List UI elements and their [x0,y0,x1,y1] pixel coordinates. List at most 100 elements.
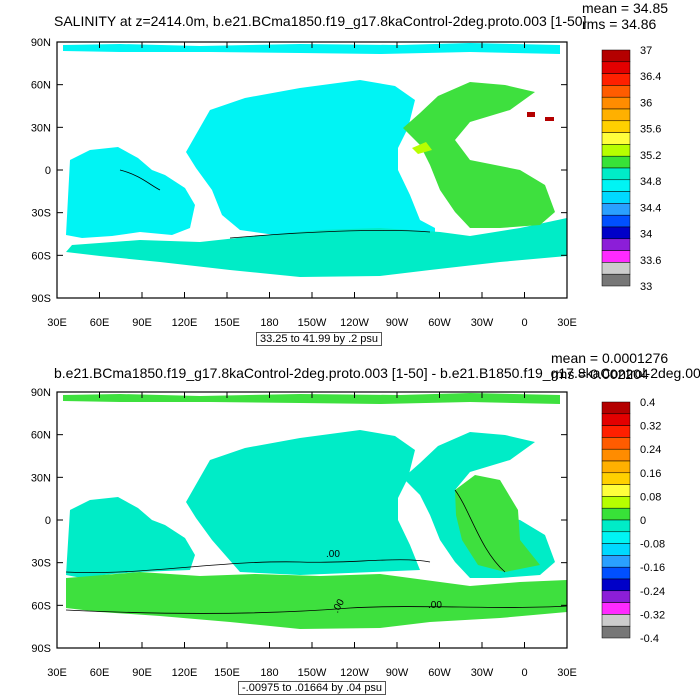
panel-2-axes: 90N 60N 30N 0 30S 60S 90S 30E 60E 90E 120E 150E 180 1… [31,387,577,679]
colorbar-label: 35.2 [640,150,661,162]
lat-label: 30S [31,558,51,570]
colorbar-box [601,460,631,474]
map-region-arctic [63,393,560,404]
map-region-med-dot [545,117,554,121]
panel-1-axes: 90N 60N 30N 0 30S 60S 90S 30E 60E 90E 120E 150E 180 1… [31,37,577,329]
colorbar-label: -0.16 [640,562,665,574]
lat-label: 0 [45,515,51,527]
colorbar-box [601,73,631,86]
colorbar-label: 37 [640,45,652,57]
lon-label: 120W [340,317,369,329]
map-region-atlantic-green [455,475,540,572]
lat-label: 90N [31,387,51,399]
colorbar-box [601,590,631,603]
contour-line [65,605,568,614]
colorbar-box [601,96,631,110]
lon-label: 60W [428,667,451,679]
colorbar-label: -0.24 [640,586,665,598]
colorbar-box [601,226,631,240]
lon-label: 0 [521,317,527,329]
lon-label: 150E [214,317,240,329]
lon-label: 30W [471,317,494,329]
lon-label: 60E [90,317,110,329]
colorbar-label: -0.4 [640,633,659,645]
colorbar-label: -0.08 [640,539,665,551]
lat-label: 60S [31,250,51,262]
lon-label: 30E [47,317,67,329]
colorbar-label: 0.08 [640,491,661,503]
colorbar-label: 0.24 [640,444,661,456]
colorbar-box [601,413,631,426]
colorbar-label: 0.4 [640,397,655,409]
panel-2-title: b.e21.BCma1850.f19_g17.8kaControl-2deg.p… [54,365,700,381]
colorbar-box [601,566,631,580]
panel-2-rms: rms = 0.002204 [551,366,649,382]
map-region-indian [66,147,195,238]
contour-label: .00 [428,600,442,611]
lat-label: 30S [31,208,51,220]
colorbar-box [601,120,631,133]
lon-label: 30E [47,667,67,679]
colorbar-box [601,132,631,145]
colorbar-box [601,425,631,438]
map-region-southern [66,218,567,277]
lon-label: 180 [260,667,278,679]
map-region-mediterranean [527,112,535,117]
colorbar-box [601,179,631,192]
lat-label: 90S [31,643,51,655]
colorbar-label: 34.8 [640,176,661,188]
panel-2-mean: mean = 0.0001276 [551,350,669,366]
colorbar-label: -0.32 [640,609,665,621]
lon-label: 90W [386,317,409,329]
lat-label: 30N [31,472,51,484]
lon-label: 90E [132,667,152,679]
colorbar-label: 0.32 [640,421,661,433]
colorbar-box [601,155,631,169]
colorbar-box [601,507,631,521]
lon-label: 90W [386,667,409,679]
map-region-southern [66,572,567,629]
lat-label: 60N [31,430,51,442]
colorbar-box [601,531,631,544]
lon-label: 120E [172,667,198,679]
colorbar-label: 36 [640,97,652,109]
colorbar-box [601,214,631,228]
lon-label: 180 [260,317,278,329]
colorbar-label: 34.4 [640,202,661,214]
colorbar-box [601,108,631,122]
lon-label: 120W [340,667,369,679]
panel-1-rms: rms = 34.86 [582,16,657,32]
colorbar-box [601,61,631,74]
lon-label: 120E [172,317,198,329]
colorbar-label: 0 [640,515,646,527]
colorbar-box [601,496,631,509]
contour-line [65,559,431,574]
colorbar-box [601,273,631,287]
lon-label: 60E [90,667,110,679]
lon-label: 150E [214,667,240,679]
lon-label: 30E [557,667,577,679]
lon-label: 90E [132,317,152,329]
colorbar-label: 33.6 [640,255,661,267]
lon-label: 60W [428,317,451,329]
map-region-pacific [186,430,420,575]
colorbar-box [601,262,631,275]
contour-label: .00 [326,549,340,560]
colorbar-box [601,484,631,497]
colorbar-box [601,85,631,98]
panel-2-colorbar: 0.4 0.32 0.24 0.16 0.08 0 -0.08 -0.16 -0.24 -0.32… [601,397,665,645]
contour-line [454,489,506,573]
lat-label: 30N [31,122,51,134]
colorbar-box [601,203,631,216]
map-region-caribbean [412,142,432,154]
panel-1-contour-interval: 33.25 to 41.99 by .2 psu [256,332,383,346]
colorbar-box [601,519,631,533]
panel-2-contour-interval: -.00975 to .01664 by .04 psu [238,681,387,695]
colorbar-label: 0.16 [640,468,661,480]
colorbar-label: 35.6 [640,124,661,136]
lat-label: 90N [31,37,51,49]
lon-label: 150W [298,667,327,679]
lat-label: 0 [45,165,51,177]
panel-2-svg: .00 .00 .00 90N 60N 30N 0 30S 60S 90S 30E 60E 90E… [31,387,665,679]
colorbar-label: 34 [640,229,652,241]
